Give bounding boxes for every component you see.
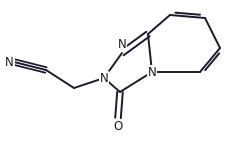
Text: N: N — [148, 66, 156, 79]
Text: O: O — [113, 120, 123, 133]
Text: N: N — [100, 72, 108, 84]
Text: N: N — [118, 38, 126, 51]
Text: N: N — [5, 55, 14, 69]
